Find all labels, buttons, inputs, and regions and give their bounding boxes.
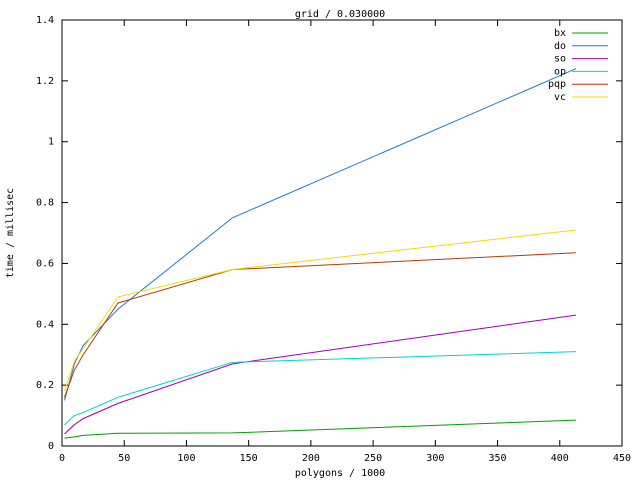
legend-label: op xyxy=(554,66,566,77)
x-tick-label: 100 xyxy=(177,453,195,464)
x-tick-label: 150 xyxy=(240,453,258,464)
x-axis-label: polygons / 1000 xyxy=(295,468,385,479)
series-line xyxy=(64,419,576,439)
chart-title: grid / 0.030000 xyxy=(295,9,385,20)
x-tick-label: 50 xyxy=(118,453,130,464)
x-tick-label: 250 xyxy=(364,453,382,464)
legend-label: vc xyxy=(554,92,566,103)
y-axis-label: time / millisec xyxy=(5,188,16,278)
y-tick-label: 0.8 xyxy=(36,198,54,209)
x-tick-label: 400 xyxy=(551,453,569,464)
x-tick-label: 0 xyxy=(59,453,65,464)
plot-border xyxy=(61,19,623,447)
y-tick-label: 0.4 xyxy=(36,319,54,330)
y-tick-label: 1.4 xyxy=(36,15,54,26)
y-tick-label: 0 xyxy=(48,441,54,452)
legend-label: so xyxy=(554,54,566,65)
x-tick-label: 300 xyxy=(426,453,444,464)
y-tick-label: 0.6 xyxy=(36,258,54,269)
x-tick-label: 350 xyxy=(489,453,507,464)
series-line xyxy=(64,252,576,398)
y-tick-label: 1.2 xyxy=(36,76,54,87)
y-tick-label: 1 xyxy=(48,137,54,148)
series-line xyxy=(64,68,577,401)
legend-label: pqp xyxy=(548,79,566,90)
legend-label: bx xyxy=(554,28,566,39)
x-tick-label: 200 xyxy=(302,453,320,464)
legend-label: do xyxy=(554,41,566,52)
y-tick-label: 0.2 xyxy=(36,380,54,391)
x-tick-label: 450 xyxy=(613,453,631,464)
series-line xyxy=(64,229,577,392)
series-line xyxy=(64,314,577,435)
series-line xyxy=(64,351,576,426)
